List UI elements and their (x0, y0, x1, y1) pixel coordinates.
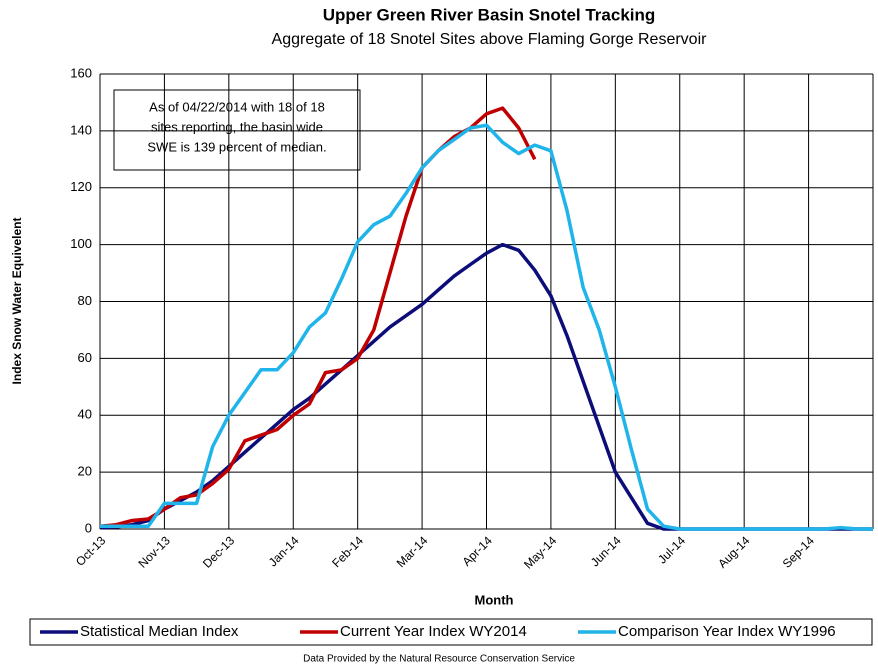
x-tick-label: Jul-14 (655, 533, 688, 566)
y-tick-label: 160 (70, 65, 92, 80)
y-tick-label: 120 (70, 179, 92, 194)
legend: Statistical Median Index Current Year Ind… (40, 623, 836, 640)
x-tick-label: Mar-14 (394, 533, 431, 570)
source-note: Data Provided by the Natural Resource Co… (303, 654, 575, 665)
x-tick-label: Oct-13 (73, 533, 109, 569)
y-tick-label: 20 (78, 464, 92, 479)
chart-title: Upper Green River Basin Snotel Tracking (323, 5, 656, 24)
y-tick-label: 100 (70, 236, 92, 251)
x-tick-label: Nov-13 (136, 533, 173, 570)
legend-box (29, 618, 873, 646)
x-tick-label: Feb-14 (329, 533, 366, 570)
series-line (99, 106, 537, 528)
x-tick-label: Apr-14 (459, 533, 495, 569)
y-axis-label: Index Snow Water Equivelent (10, 218, 24, 385)
y-tick-label: 60 (78, 350, 92, 365)
x-tick-label: Sep-14 (780, 533, 817, 570)
x-tick-label: Jan-14 (266, 533, 302, 569)
y-tick-label: 140 (70, 122, 92, 137)
x-tick-label: Jun-14 (588, 533, 624, 569)
y-tick-label: 40 (78, 407, 92, 422)
y-tick-label: 80 (78, 293, 92, 308)
annotation-box (113, 89, 361, 171)
x-tick-label: Aug-14 (715, 533, 752, 570)
x-axis-label: Month (475, 592, 514, 607)
annotation-text: As of 04/22/2014 with 18 of 18 (149, 99, 325, 114)
y-tick-label: 0 (85, 520, 92, 535)
legend-label: Statistical Median Index (80, 623, 239, 640)
annotation-text: sites reporting, the basin wide (151, 119, 323, 134)
series-line (100, 123, 873, 531)
chart-subtitle: Aggregate of 18 Snotel Sites above Flami… (272, 31, 708, 48)
legend-label: Comparison Year Index WY1996 (618, 623, 836, 640)
legend-label: Current Year Index WY2014 (340, 623, 527, 640)
annotation-text: SWE is 139 percent of median. (147, 139, 326, 154)
x-tick-label: Dec-13 (200, 533, 237, 570)
x-tick-label: May-14 (521, 533, 559, 571)
